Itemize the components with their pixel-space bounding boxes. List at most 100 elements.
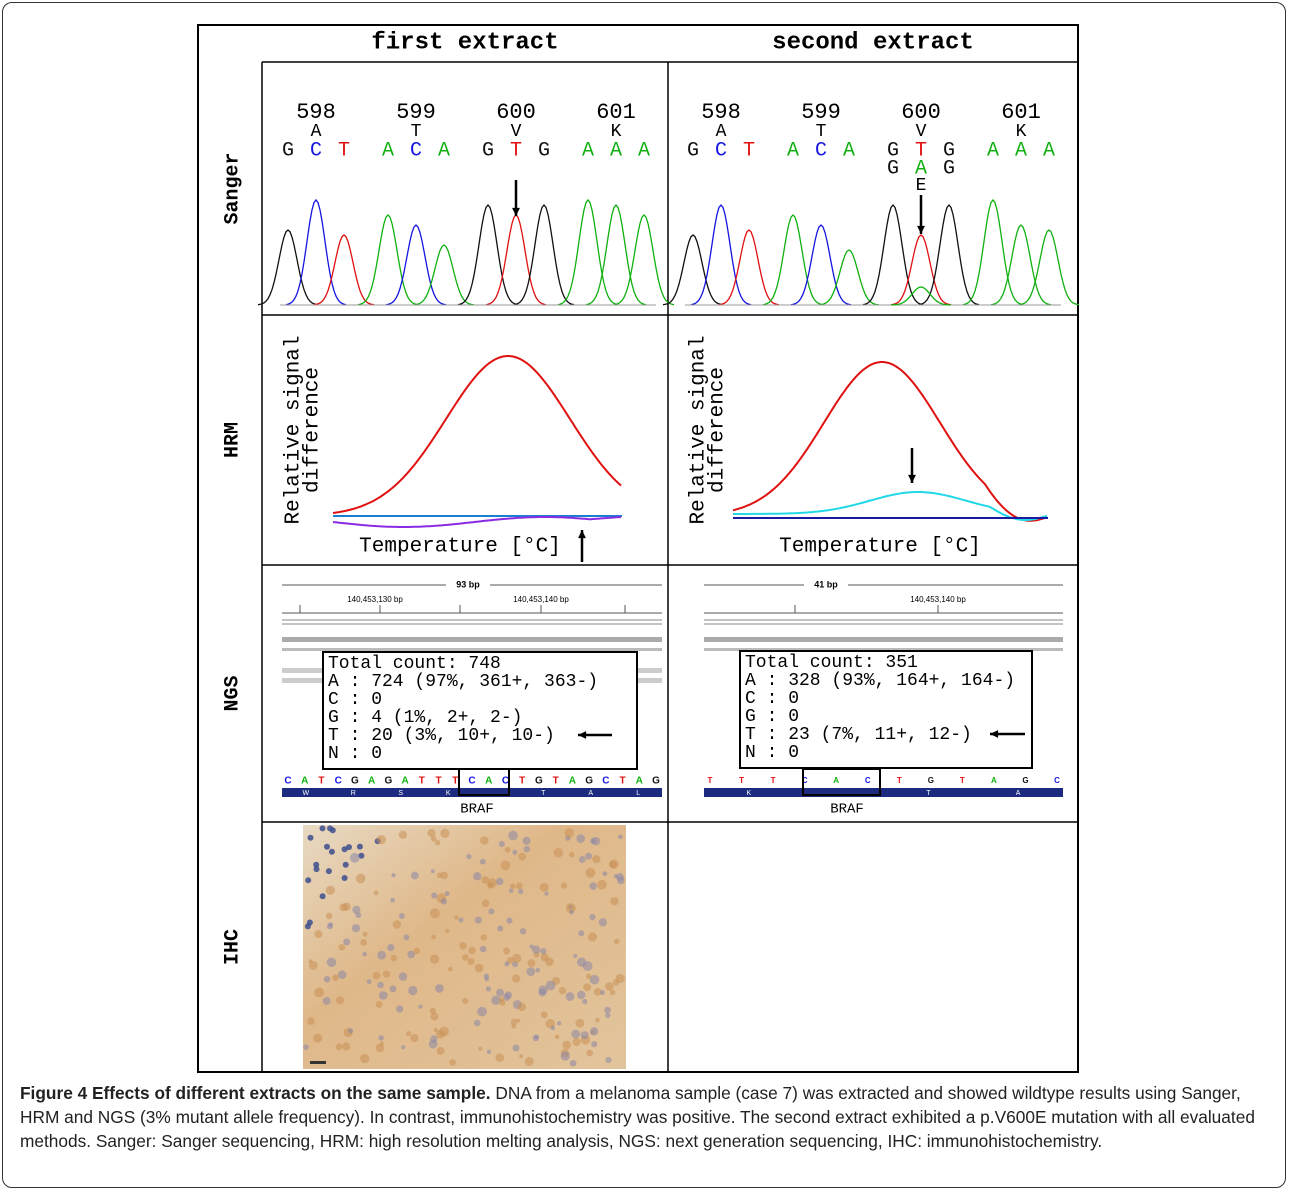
cell [485,986,492,992]
cell [319,893,326,900]
chromatogram-peak [762,214,824,306]
cell [593,987,602,996]
cell [314,987,325,998]
cell [407,950,415,959]
cell [373,890,379,896]
cell [358,852,365,859]
cell [390,897,395,903]
cell [351,924,361,933]
sequence-base: T [452,776,458,787]
cell [605,982,614,991]
cell [429,908,440,919]
ruler-label: 140,453,140 bp [910,595,966,604]
sequence-base: C [1054,776,1060,785]
cell [609,860,617,869]
arrow-head [578,731,587,739]
amino-acid-code: W [302,790,309,797]
cell [553,848,564,858]
sequence-base: T [771,776,776,785]
cell [589,974,600,985]
cell [568,851,575,858]
cell [431,934,436,940]
sequence-base: T [318,776,324,787]
cell [355,912,362,919]
cell [592,855,601,864]
cell [458,917,464,923]
base: A [843,139,855,162]
cell [335,1043,343,1051]
cell [500,860,511,871]
cell [571,1029,581,1039]
cell [575,1018,585,1028]
cell [544,957,554,967]
cell [578,930,585,937]
cell [585,867,596,878]
count-line: G : 4 (1%, 2+, 2-) [328,708,522,728]
amino-acid-code: K [446,790,451,797]
cell [491,995,501,1005]
sequence-base: A [485,776,492,787]
span-label: 93 bp [456,579,480,589]
chromatogram-peak [585,203,647,306]
cell [406,1031,411,1037]
caption-title: Figure 4 Effects of different extracts o… [20,1083,491,1103]
cell [379,1041,384,1046]
cell [324,843,330,850]
chromatogram-peak [890,234,952,306]
row-label: HRM [221,422,244,458]
cell [496,988,505,997]
arrow-head [917,225,925,234]
row-label: Sanger [221,152,244,224]
chromatogram-peak [818,249,880,306]
ruler-label: 140,453,130 bp [347,595,403,604]
chromatogram-peak [962,198,1024,306]
gene-label: BRAF [830,802,864,818]
cell [447,966,453,972]
cell [598,918,608,927]
codon-number: 598 [701,100,741,125]
cell [387,943,395,952]
count-line: Total count: 748 [328,654,501,674]
mutant-base: A [915,157,927,180]
cell [352,905,361,914]
cell [578,856,586,863]
sequence-base: G [652,776,660,787]
arrow-head [512,207,520,216]
cell [518,888,524,895]
sequence-base: G [585,776,593,787]
chromatogram-peak [457,203,519,306]
cell [349,852,360,863]
cell [337,970,347,980]
cell [531,945,541,954]
cell [305,877,312,884]
melt-curve [733,491,1048,521]
base: G [687,139,699,162]
cell [512,953,522,963]
cell [332,974,339,982]
cell [573,953,578,959]
cell [517,1002,527,1012]
cell [495,1053,505,1063]
base: A [382,139,394,162]
base: G [538,139,550,162]
cell [342,861,349,868]
cell [562,1040,572,1050]
cell [610,897,619,906]
cell [544,891,549,896]
cell [390,954,398,962]
count-line: A : 328 (93%, 164+, 164-) [745,671,1015,691]
cell [430,835,437,842]
caption: Figure 4 Effects of different extracts o… [20,1081,1270,1153]
cell [418,1004,423,1009]
sequence-base: G [351,776,359,787]
base: A [1015,139,1027,162]
amino-acid-code: S [398,790,403,797]
cell [307,834,314,841]
amino-acid-code: A [588,790,593,797]
cell [486,1049,492,1054]
y-axis-label: difference [707,367,730,493]
mutant-amino-acid: E [916,176,927,196]
count-line: A : 724 (97%, 361+, 363-) [328,672,598,692]
